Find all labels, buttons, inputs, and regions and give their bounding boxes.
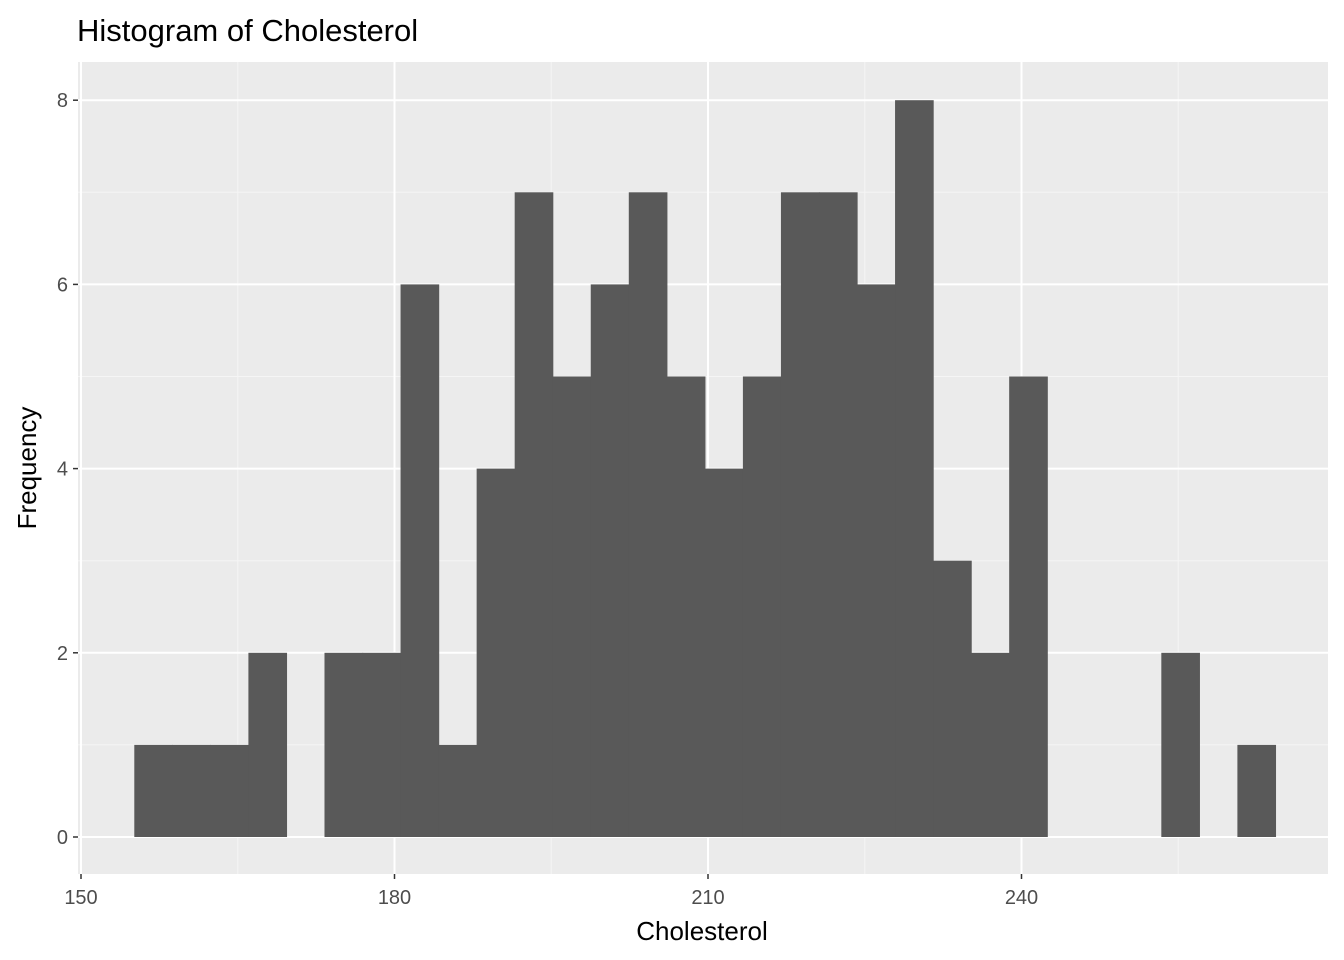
histogram-bar: [742, 376, 782, 837]
histogram-bar: [514, 192, 554, 838]
histogram-bar: [1009, 376, 1048, 837]
histogram-bar: [666, 376, 706, 837]
histogram-bars: [134, 100, 1277, 838]
histogram-bar: [590, 284, 630, 837]
histogram-bar: [476, 468, 516, 837]
histogram-bar: [172, 744, 211, 837]
histogram-bar: [438, 744, 478, 837]
histogram-bar: [1237, 744, 1277, 837]
x-tick-label: 240: [1005, 887, 1038, 909]
histogram-bar: [400, 284, 440, 837]
y-tick-label: 2: [57, 643, 68, 665]
histogram-bar: [324, 652, 364, 837]
x-axis: 150 180 210 240: [64, 874, 1038, 909]
histogram-bar: [552, 376, 592, 837]
y-tick-label: 6: [57, 274, 68, 296]
x-axis-title: Cholesterol: [636, 916, 768, 946]
histogram-bar: [1161, 652, 1200, 837]
chart-title: Histogram of Cholesterol: [77, 13, 418, 48]
histogram-bar: [818, 192, 858, 838]
y-tick-label: 8: [57, 90, 68, 112]
y-tick-label: 4: [57, 459, 68, 481]
histogram-bar: [933, 560, 972, 837]
y-tick-label: 0: [57, 827, 68, 849]
x-tick-label: 150: [64, 887, 97, 909]
histogram-bar: [895, 100, 934, 837]
histogram-bar: [362, 652, 402, 837]
histogram-bar: [704, 468, 744, 837]
x-tick-label: 180: [378, 887, 411, 909]
histogram-bar: [210, 744, 250, 837]
histogram-bar: [971, 652, 1010, 837]
x-tick-label: 210: [691, 887, 724, 909]
histogram-bar: [134, 744, 173, 837]
y-axis: 0 2 4 6 8: [57, 90, 78, 849]
histogram-bar: [857, 284, 896, 837]
y-axis-title: Frequency: [12, 407, 42, 530]
histogram-bar: [628, 192, 668, 838]
histogram-bar: [248, 652, 288, 837]
histogram-bar: [780, 192, 820, 838]
